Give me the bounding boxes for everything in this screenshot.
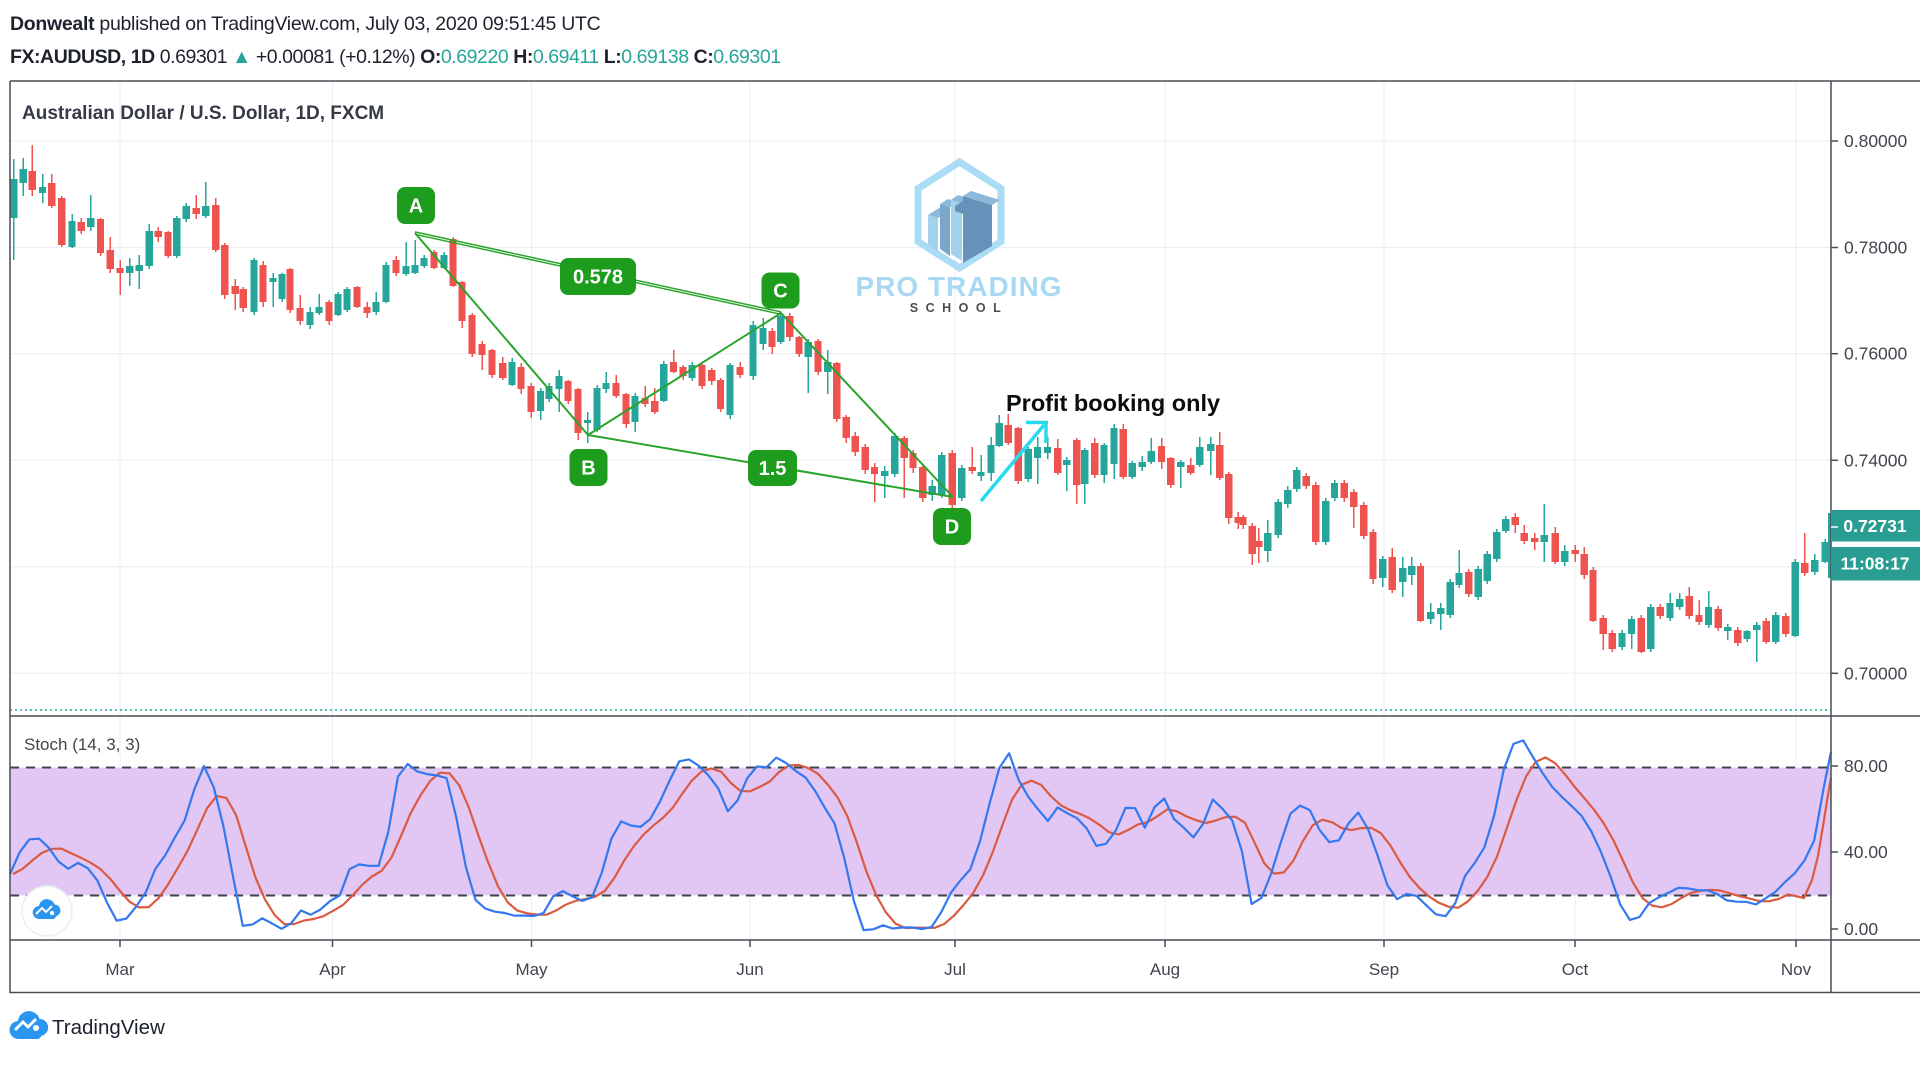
svg-text:0.78000: 0.78000 bbox=[1844, 238, 1908, 258]
svg-text:0.74000: 0.74000 bbox=[1844, 450, 1908, 470]
svg-text:Stoch (14, 3, 3): Stoch (14, 3, 3) bbox=[24, 735, 140, 754]
svg-text:C: C bbox=[773, 281, 787, 303]
svg-text:Jun: Jun bbox=[736, 960, 763, 979]
svg-text:40.00: 40.00 bbox=[1844, 842, 1888, 862]
svg-text:0.00: 0.00 bbox=[1844, 919, 1878, 939]
svg-text:B: B bbox=[581, 458, 595, 480]
svg-text:Profit booking only: Profit booking only bbox=[1006, 390, 1220, 416]
svg-text:0.76000: 0.76000 bbox=[1844, 344, 1908, 364]
svg-text:0.80000: 0.80000 bbox=[1844, 131, 1908, 151]
svg-text:0.72731: 0.72731 bbox=[1843, 516, 1907, 536]
svg-text:0.70000: 0.70000 bbox=[1844, 663, 1908, 683]
svg-text:FX:AUDUSD, 1D 0.69301 ▲ +0.00: FX:AUDUSD, 1D 0.69301 ▲ +0.00081 (+0.12%… bbox=[10, 46, 781, 68]
svg-text:Sep: Sep bbox=[1369, 960, 1399, 979]
svg-text:Aug: Aug bbox=[1150, 960, 1180, 979]
svg-text:80.00: 80.00 bbox=[1844, 756, 1888, 776]
svg-text:11:08:17: 11:08:17 bbox=[1840, 554, 1909, 574]
svg-text:May: May bbox=[515, 960, 548, 979]
svg-text:D: D bbox=[945, 517, 959, 539]
svg-text:Mar: Mar bbox=[105, 960, 135, 979]
svg-text:TradingView: TradingView bbox=[52, 1016, 165, 1039]
svg-text:A: A bbox=[409, 196, 423, 218]
svg-text:SCHOOL: SCHOOL bbox=[910, 301, 1008, 315]
svg-text:Oct: Oct bbox=[1562, 960, 1589, 979]
svg-text:PRO TRADING: PRO TRADING bbox=[856, 271, 1063, 302]
svg-text:Donwealt published on TradingV: Donwealt published on TradingView.com, J… bbox=[10, 13, 601, 35]
svg-text:Apr: Apr bbox=[319, 960, 346, 979]
svg-text:Nov: Nov bbox=[1781, 960, 1812, 979]
svg-text:Jul: Jul bbox=[944, 960, 966, 979]
svg-text:Australian Dollar / U.S. Dolla: Australian Dollar / U.S. Dollar, 1D, FXC… bbox=[22, 103, 384, 124]
svg-text:0.578: 0.578 bbox=[573, 267, 623, 289]
svg-text:1.5: 1.5 bbox=[759, 458, 787, 480]
